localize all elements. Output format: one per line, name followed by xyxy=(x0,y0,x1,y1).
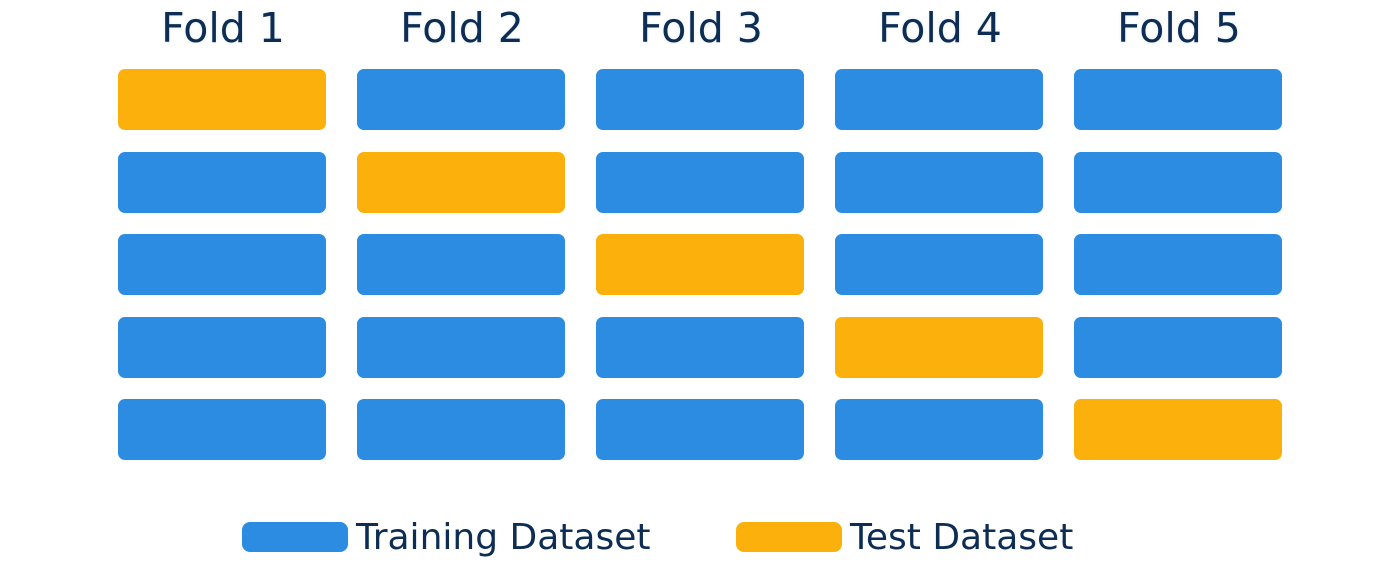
fold-title: Fold 4 xyxy=(878,4,1002,52)
fold-title: Fold 2 xyxy=(400,4,524,52)
legend-swatch-training xyxy=(242,522,348,552)
fold-block xyxy=(357,317,565,378)
fold-block xyxy=(1074,152,1282,213)
fold-block xyxy=(596,234,804,295)
fold-block xyxy=(118,399,326,460)
fold-block xyxy=(118,317,326,378)
fold-block xyxy=(835,152,1043,213)
fold-title: Fold 1 xyxy=(161,4,285,52)
legend-label-training: Training Dataset xyxy=(356,517,651,558)
legend: Training Dataset Test Dataset xyxy=(0,513,1400,563)
fold-block xyxy=(1074,69,1282,130)
fold-block xyxy=(835,399,1043,460)
fold-block xyxy=(596,399,804,460)
fold-block xyxy=(357,234,565,295)
fold-block xyxy=(835,234,1043,295)
legend-swatch-test xyxy=(736,522,842,552)
fold-block xyxy=(835,69,1043,130)
fold-block xyxy=(596,69,804,130)
fold-block xyxy=(118,234,326,295)
legend-label-test: Test Dataset xyxy=(850,517,1074,558)
fold-title: Fold 3 xyxy=(639,4,763,52)
fold-block xyxy=(357,399,565,460)
fold-block xyxy=(1074,399,1282,460)
fold-block xyxy=(835,317,1043,378)
fold-block xyxy=(118,152,326,213)
fold-block xyxy=(596,317,804,378)
fold-block xyxy=(357,152,565,213)
fold-block xyxy=(357,69,565,130)
fold-block xyxy=(1074,317,1282,378)
fold-title: Fold 5 xyxy=(1117,4,1241,52)
fold-block xyxy=(596,152,804,213)
fold-block xyxy=(1074,234,1282,295)
fold-block xyxy=(118,69,326,130)
